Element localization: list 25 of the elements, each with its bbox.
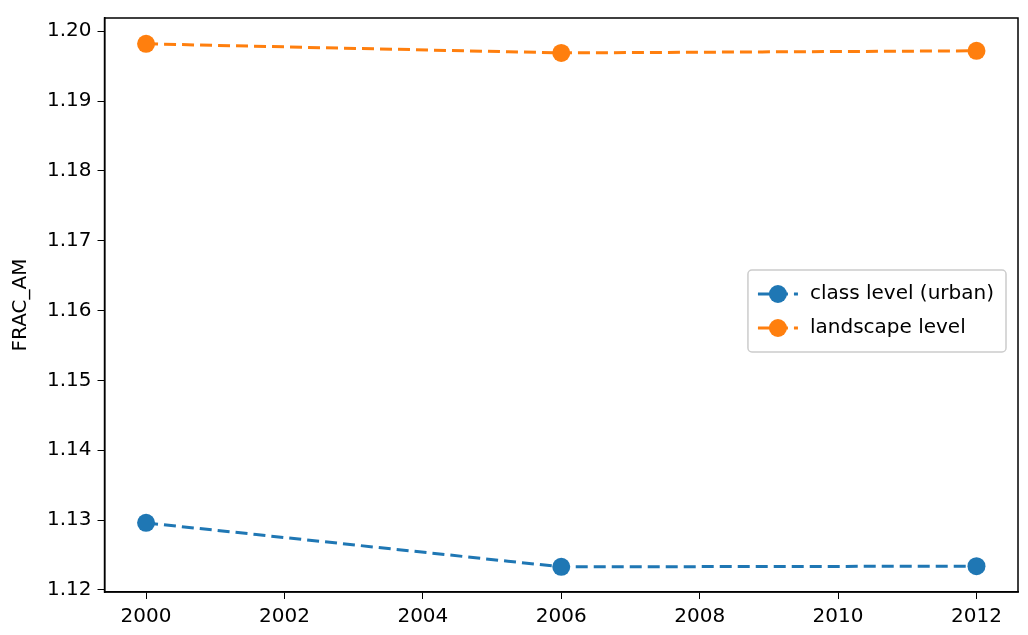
y-tick-label: 1.13 — [47, 506, 92, 531]
y-tick-label: 1.14 — [47, 436, 92, 461]
point — [137, 34, 156, 53]
point — [137, 513, 156, 532]
x-tick-label: 2000 — [120, 603, 172, 628]
y-tick-label: 1.15 — [47, 366, 92, 391]
point — [552, 557, 571, 576]
x-tick-label: 2002 — [259, 603, 310, 628]
y-axis-title: FRAC_AM — [7, 258, 32, 352]
x-tick-label: 2006 — [535, 603, 587, 628]
legend-label: landscape level — [809, 314, 966, 339]
y-tick-label: 1.16 — [47, 296, 92, 321]
x-tick-label: 2008 — [674, 603, 726, 628]
point — [967, 41, 986, 60]
y-tick-label: 1.17 — [47, 226, 92, 251]
legend-label: class level (urban) — [809, 280, 995, 305]
y-tick-label: 1.19 — [47, 87, 92, 112]
y-tick-label: 1.12 — [47, 576, 92, 601]
x-tick-label: 2004 — [397, 603, 449, 628]
x-tick-label: 2012 — [951, 603, 1002, 628]
y-tick-label: 1.18 — [47, 157, 92, 182]
x-tick-label: 2010 — [812, 603, 864, 628]
point — [967, 557, 986, 576]
y-tick-label: 1.20 — [47, 17, 92, 42]
point — [552, 43, 571, 62]
